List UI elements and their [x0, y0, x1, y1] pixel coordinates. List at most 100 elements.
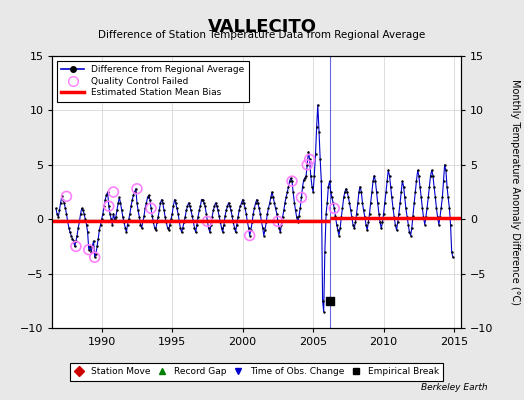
Point: [288, 178, 296, 184]
Point: [69, 238, 78, 244]
Point: [73, 232, 81, 239]
Point: [52, 205, 60, 212]
Point: [171, 200, 180, 206]
Legend: Difference from Regional Average, Quality Control Failed, Estimated Station Mean: Difference from Regional Average, Qualit…: [57, 60, 249, 102]
Point: [294, 219, 302, 226]
Point: [270, 200, 279, 206]
Point: [328, 194, 336, 201]
Point: [101, 196, 110, 203]
Point: [317, 178, 325, 184]
Point: [62, 193, 71, 200]
Point: [432, 205, 441, 212]
Point: [290, 200, 299, 206]
Point: [91, 254, 99, 260]
Point: [231, 225, 239, 231]
Point: [194, 214, 202, 220]
Point: [335, 232, 343, 239]
Point: [133, 186, 141, 192]
Point: [225, 203, 234, 209]
Point: [403, 214, 411, 220]
Point: [345, 200, 354, 206]
Point: [142, 200, 150, 206]
Point: [402, 205, 410, 212]
Point: [285, 183, 293, 190]
Point: [365, 210, 374, 217]
Point: [144, 194, 152, 201]
Point: [103, 189, 112, 195]
Point: [258, 225, 267, 231]
Point: [363, 227, 372, 233]
Point: [170, 196, 179, 203]
Point: [289, 189, 297, 195]
Point: [87, 249, 95, 255]
Point: [272, 210, 281, 217]
Point: [111, 216, 119, 222]
Point: [217, 225, 226, 231]
Point: [438, 194, 446, 201]
Point: [141, 205, 149, 212]
Point: [431, 194, 440, 201]
Point: [354, 200, 362, 206]
Point: [188, 213, 196, 219]
Point: [309, 189, 318, 195]
Point: [368, 189, 376, 195]
Point: [366, 200, 375, 206]
Point: [254, 200, 262, 206]
Point: [57, 200, 65, 206]
Point: [358, 200, 367, 206]
Point: [180, 219, 188, 226]
Point: [114, 200, 123, 206]
Point: [250, 205, 258, 212]
Point: [288, 178, 296, 184]
Point: [362, 222, 370, 228]
Point: [127, 203, 135, 209]
Point: [238, 196, 247, 203]
Point: [130, 189, 139, 195]
Point: [84, 246, 93, 253]
Point: [421, 222, 429, 228]
Point: [109, 210, 117, 217]
Point: [205, 229, 214, 236]
Point: [247, 227, 255, 233]
Point: [237, 200, 246, 206]
Point: [323, 200, 331, 206]
Point: [325, 178, 334, 184]
Point: [153, 219, 161, 226]
Point: [219, 229, 227, 236]
Point: [213, 203, 221, 209]
Point: [269, 194, 277, 201]
Point: [193, 222, 201, 228]
Point: [95, 227, 104, 233]
Point: [147, 205, 155, 212]
Point: [359, 207, 368, 214]
Point: [326, 189, 335, 195]
Point: [105, 203, 113, 209]
Point: [430, 183, 438, 190]
Point: [239, 200, 248, 206]
Point: [311, 151, 320, 157]
Point: [427, 172, 435, 179]
Point: [221, 213, 229, 219]
Point: [146, 196, 154, 203]
Point: [94, 236, 102, 242]
Point: [53, 210, 61, 217]
Point: [80, 210, 89, 217]
Point: [280, 207, 288, 214]
Point: [410, 200, 418, 206]
Point: [424, 194, 432, 201]
Point: [210, 203, 219, 209]
Point: [274, 218, 282, 224]
Point: [125, 216, 133, 222]
Point: [413, 167, 422, 174]
Point: [441, 162, 449, 168]
Point: [371, 178, 379, 184]
Point: [302, 172, 310, 179]
Point: [199, 196, 207, 203]
Point: [351, 219, 359, 226]
Point: [185, 203, 194, 209]
Point: [61, 205, 70, 212]
Point: [99, 210, 107, 217]
Point: [187, 207, 195, 214]
Point: [352, 210, 361, 217]
Point: [392, 227, 401, 233]
